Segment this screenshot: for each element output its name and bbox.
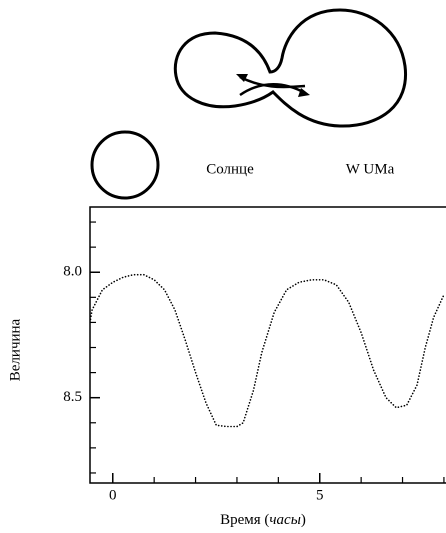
x-tick-label: 0 bbox=[109, 487, 117, 503]
orbit-arrow bbox=[239, 83, 306, 97]
y-tick-label: 8.0 bbox=[63, 264, 82, 280]
light-curve bbox=[90, 273, 445, 428]
star-label: W UMa bbox=[346, 161, 395, 177]
star-label: Солнце bbox=[206, 161, 254, 177]
sun bbox=[90, 130, 160, 200]
arrow-head bbox=[236, 74, 248, 82]
star-diagram bbox=[90, 8, 408, 200]
orbit-arrow bbox=[239, 75, 306, 89]
x-axis-label: Время (часы) bbox=[220, 512, 306, 528]
x-axis-label-part: Время ( bbox=[220, 512, 269, 528]
x-axis-label-part: часы bbox=[269, 512, 300, 528]
w-uma-binary bbox=[173, 8, 408, 128]
x-tick-label: 5 bbox=[316, 487, 324, 503]
y-tick-label: 8.5 bbox=[63, 389, 82, 405]
x-axis-label-part: ) bbox=[301, 512, 306, 528]
plot-frame bbox=[89, 206, 446, 484]
arrow-head bbox=[298, 88, 310, 97]
y-axis-label: Величина bbox=[7, 318, 23, 381]
